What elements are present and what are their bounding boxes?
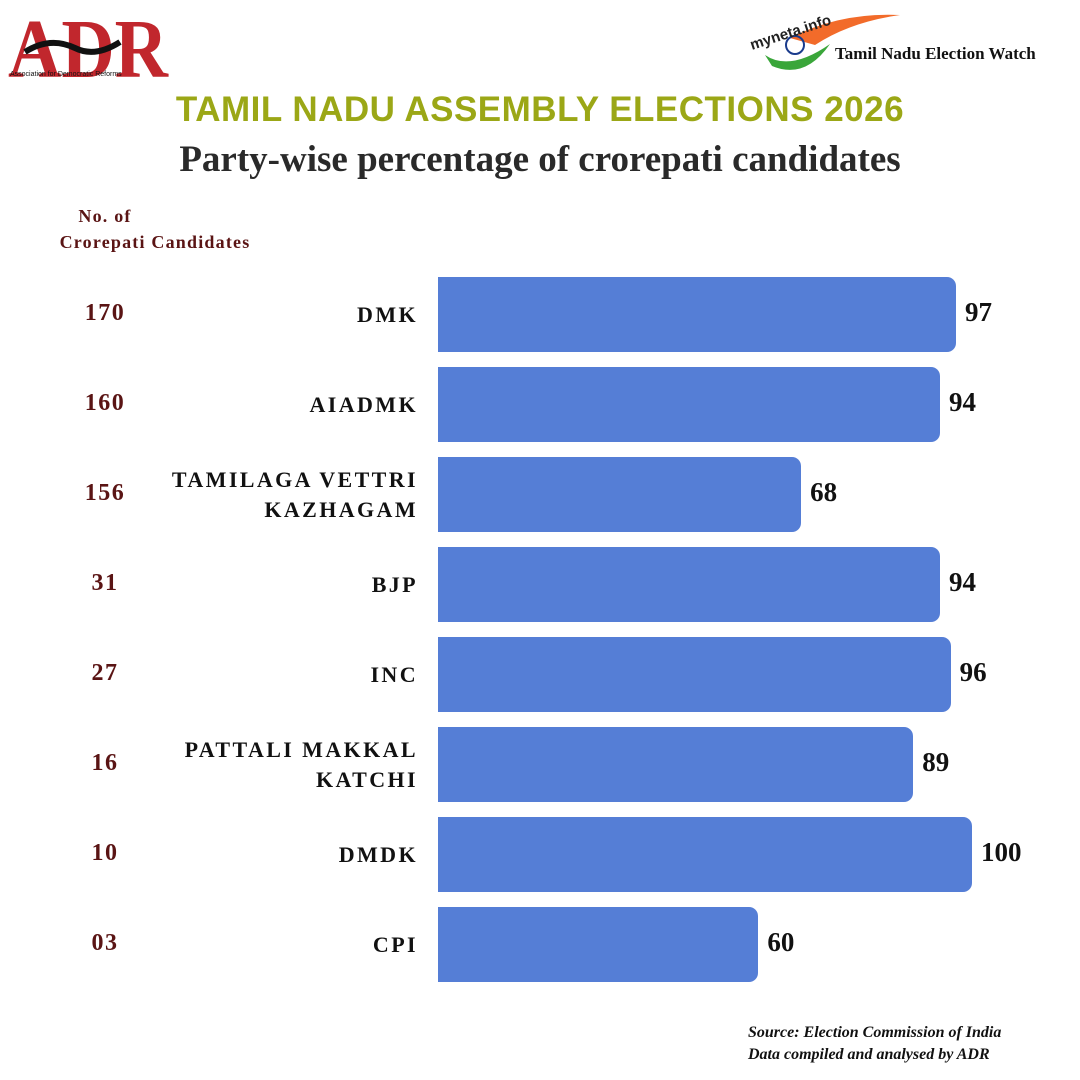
bar bbox=[438, 547, 940, 622]
bar bbox=[438, 277, 956, 352]
value-label: 100 bbox=[981, 837, 1022, 867]
logos: ADR Association for Democratic Reforms m… bbox=[8, 3, 1036, 90]
bar bbox=[438, 637, 951, 712]
note: Data compiled and analysed by ADR bbox=[748, 1046, 990, 1063]
bar bbox=[438, 367, 940, 442]
candidate-count: 27 bbox=[91, 660, 119, 686]
value-label: 94 bbox=[948, 387, 976, 417]
candidate-count: 170 bbox=[84, 300, 126, 326]
value-label: 94 bbox=[948, 567, 976, 597]
green-swoosh bbox=[765, 44, 830, 70]
candidate-count: 156 bbox=[84, 480, 126, 506]
orange-swoosh bbox=[790, 14, 900, 45]
adr-subtitle: Association for Democratic Reforms bbox=[10, 71, 122, 78]
category-label: PATTALI MAKKAL KATCHI bbox=[184, 736, 418, 792]
category-label: INC bbox=[370, 661, 418, 687]
chakra bbox=[785, 35, 805, 55]
bar bbox=[438, 457, 802, 532]
count-header: No. of bbox=[78, 206, 132, 226]
category-label: CPI bbox=[372, 931, 418, 957]
bar bbox=[438, 907, 759, 982]
count-header: Crorepati Candidates bbox=[59, 232, 251, 252]
candidate-count: 03 bbox=[91, 930, 119, 956]
value-label: 97 bbox=[964, 297, 992, 327]
logo-swoosh bbox=[23, 39, 122, 55]
candidate-count: 16 bbox=[91, 750, 119, 776]
value-label: 68 bbox=[810, 477, 838, 507]
value-label: 60 bbox=[767, 927, 795, 957]
bar bbox=[438, 727, 914, 802]
chart-title: TAMIL NADU ASSEMBLY ELECTIONS 2026 bbox=[175, 90, 905, 129]
source: Source: Election Commission of India bbox=[748, 1024, 1002, 1041]
category-label: DMK bbox=[357, 301, 418, 327]
candidate-count: 31 bbox=[91, 570, 119, 596]
value-label: 96 bbox=[959, 657, 987, 687]
bar bbox=[438, 817, 972, 892]
category-label: BJP bbox=[371, 571, 418, 597]
chart-subtitle: Party-wise percentage of crorepati candi… bbox=[179, 139, 901, 180]
partner-name: Tamil Nadu Election Watch bbox=[835, 44, 1036, 63]
category-label: AIADMK bbox=[309, 391, 418, 417]
category-label: TAMILAGA VETTRI KAZHAGAM bbox=[171, 466, 418, 522]
value-label: 89 bbox=[922, 747, 950, 777]
candidate-count: 160 bbox=[84, 390, 126, 416]
candidate-count: 10 bbox=[91, 840, 119, 866]
category-label: DMDK bbox=[338, 841, 418, 867]
